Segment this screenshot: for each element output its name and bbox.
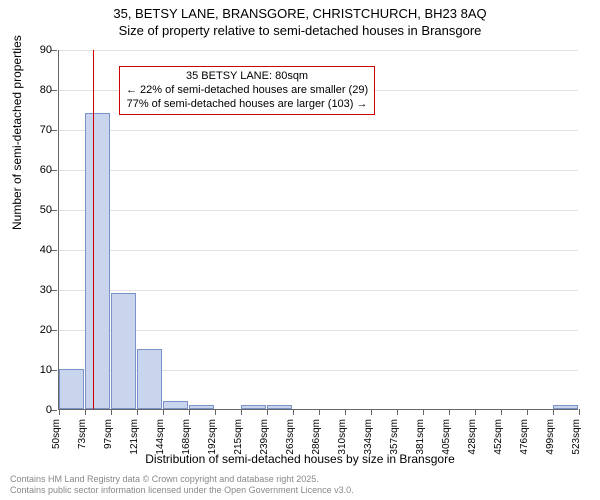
xtick (449, 409, 450, 415)
x-axis-label: Distribution of semi-detached houses by … (0, 452, 600, 466)
xtick-label: 215sqm (233, 419, 244, 455)
xtick-label: 428sqm (467, 419, 478, 455)
gridline (59, 130, 578, 131)
xtick-label: 168sqm (181, 419, 192, 455)
xtick-label: 405sqm (441, 419, 452, 455)
xtick-label: 97sqm (103, 419, 114, 449)
xtick-label: 476sqm (519, 419, 530, 455)
xtick-label: 381sqm (415, 419, 426, 455)
xtick-label: 499sqm (545, 419, 556, 455)
gridline (59, 50, 578, 51)
ytick-label: 0 (28, 404, 52, 416)
ytick-label: 30 (28, 284, 52, 296)
ytick-label: 90 (28, 44, 52, 56)
xtick-label: 286sqm (311, 419, 322, 455)
xtick (527, 409, 528, 415)
annotation-box: 35 BETSY LANE: 80sqm← 22% of semi-detach… (119, 66, 375, 115)
xtick (501, 409, 502, 415)
annotation-line2: ← 22% of semi-detached houses are smalle… (126, 84, 368, 98)
histogram-bar (241, 405, 266, 409)
gridline (59, 210, 578, 211)
chart-plot-area: 010203040506070809050sqm73sqm97sqm121sqm… (58, 50, 578, 410)
xtick-label: 239sqm (259, 419, 270, 455)
xtick-label: 263sqm (285, 419, 296, 455)
histogram-bar (137, 349, 162, 409)
xtick (59, 409, 60, 415)
ytick-label: 20 (28, 324, 52, 336)
xtick (111, 409, 112, 415)
ytick-label: 40 (28, 244, 52, 256)
footer-line2: Contains public sector information licen… (10, 485, 354, 496)
annotation-line3: 77% of semi-detached houses are larger (… (126, 98, 368, 112)
histogram-bar (553, 405, 578, 409)
property-marker-line (93, 50, 94, 409)
gridline (59, 250, 578, 251)
chart-title-block: 35, BETSY LANE, BRANSGORE, CHRISTCHURCH,… (0, 0, 600, 40)
xtick-label: 523sqm (571, 419, 582, 455)
histogram-bar (163, 401, 188, 409)
gridline (59, 170, 578, 171)
xtick (293, 409, 294, 415)
xtick (319, 409, 320, 415)
xtick-label: 50sqm (51, 419, 62, 449)
ytick-label: 50 (28, 204, 52, 216)
histogram-bar (189, 405, 214, 409)
gridline (59, 290, 578, 291)
footer-attribution: Contains HM Land Registry data © Crown c… (10, 474, 354, 496)
gridline (59, 330, 578, 331)
xtick (241, 409, 242, 415)
xtick (267, 409, 268, 415)
ytick-label: 10 (28, 364, 52, 376)
annotation-line1: 35 BETSY LANE: 80sqm (126, 70, 368, 84)
ytick-label: 60 (28, 164, 52, 176)
ytick-label: 80 (28, 84, 52, 96)
histogram-bar (111, 293, 136, 409)
xtick (579, 409, 580, 415)
xtick (85, 409, 86, 415)
xtick-label: 310sqm (337, 419, 348, 455)
xtick (397, 409, 398, 415)
histogram-bar (267, 405, 292, 409)
xtick (137, 409, 138, 415)
xtick (475, 409, 476, 415)
ytick-label: 70 (28, 124, 52, 136)
xtick-label: 192sqm (207, 419, 218, 455)
xtick (371, 409, 372, 415)
xtick-label: 121sqm (129, 419, 140, 455)
histogram-bar (59, 369, 84, 409)
xtick-label: 73sqm (77, 419, 88, 449)
xtick (345, 409, 346, 415)
footer-line1: Contains HM Land Registry data © Crown c… (10, 474, 354, 485)
xtick (423, 409, 424, 415)
title-line2: Size of property relative to semi-detach… (0, 23, 600, 40)
y-axis-label: Number of semi-detached properties (10, 35, 24, 230)
xtick-label: 334sqm (363, 419, 374, 455)
histogram-bar (85, 113, 110, 409)
xtick (163, 409, 164, 415)
title-line1: 35, BETSY LANE, BRANSGORE, CHRISTCHURCH,… (0, 6, 600, 23)
xtick (215, 409, 216, 415)
xtick (553, 409, 554, 415)
xtick-label: 452sqm (493, 419, 504, 455)
xtick (189, 409, 190, 415)
xtick-label: 144sqm (155, 419, 166, 455)
xtick-label: 357sqm (389, 419, 400, 455)
